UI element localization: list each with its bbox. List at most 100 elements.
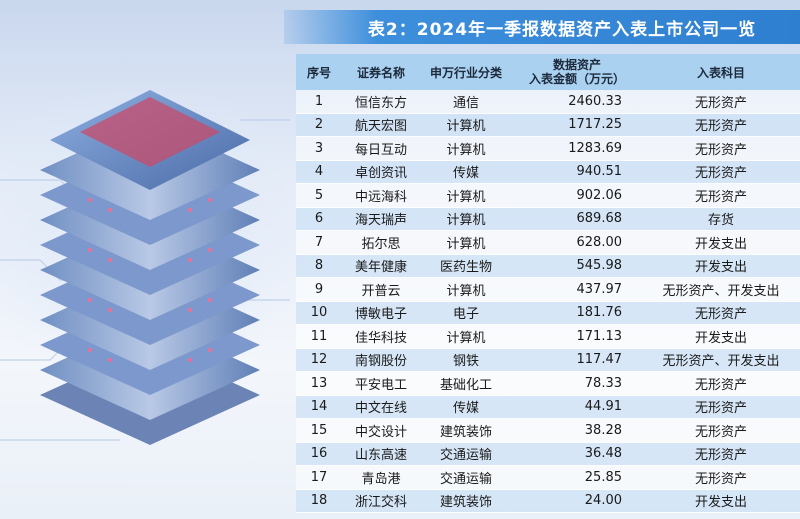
table-row: 6 海天瑞声 计算机 689.68 存货 [296,207,800,231]
cell-amount: 545.98 [576,258,623,274]
cell-subject: 开发支出 [694,236,747,252]
cell-subject: 无形资产 [694,166,747,182]
cell-seq: 15 [310,422,328,438]
cell-name: 开普云 [361,283,401,299]
cell-seq: 9 [314,281,324,297]
cell-industry: 计算机 [446,236,486,252]
cell-industry: 交通运输 [439,448,492,464]
table-row: 12 南钢股份 钢铁 117.47 无形资产、开发支出 [296,348,800,372]
cell-seq: 11 [310,328,328,344]
cell-name: 拓尔思 [361,236,401,252]
table-row: 1 恒信东方 通信 2460.33 无形资产 [296,90,800,114]
cell-seq: 8 [314,258,324,274]
cell-industry: 电子 [452,307,479,323]
cell-name: 中远海科 [354,189,407,205]
cell-seq: 4 [314,164,324,180]
cell-name: 博敏电子 [354,307,407,323]
cell-name: 每日互动 [354,142,407,158]
title-band: 表2：2024年一季报数据资产入表上市公司一览 [284,10,800,44]
cell-amount: 1717.25 [568,117,622,133]
cell-subject: 无形资产 [694,471,747,487]
cell-amount: 25.85 [584,469,622,485]
cell-name: 中文在线 [354,401,407,417]
table-row: 15 中交设计 建筑装饰 38.28 无形资产 [296,419,800,443]
cell-subject: 开发支出 [694,330,747,346]
cell-subject: 无形资产 [694,401,747,417]
cell-name: 恒信东方 [354,95,407,111]
cell-seq: 12 [310,352,328,368]
cell-subject: 存货 [707,213,734,229]
cell-industry: 建筑装饰 [439,495,492,511]
cell-subject: 无形资产 [694,424,747,440]
header-amount: 数据资产 入表金额（万元） [512,58,642,86]
cell-name: 青岛港 [361,471,401,487]
table-row: 9 开普云 计算机 437.97 无形资产、开发支出 [296,278,800,302]
cell-subject: 开发支出 [694,495,747,511]
cell-name: 卓创资讯 [354,166,407,182]
cell-amount: 36.48 [584,446,622,462]
cell-amount: 171.13 [576,328,623,344]
cell-name: 山东高速 [354,448,407,464]
cell-seq: 17 [310,469,328,485]
cell-subject: 无形资产 [694,307,747,323]
data-table: 序号 证券名称 申万行业分类 数据资产 入表金额（万元） 入表科目 1 恒信东方 通… [296,54,800,513]
cell-industry: 计算机 [446,189,486,205]
table-row: 4 卓创资讯 传媒 940.51 无形资产 [296,160,800,184]
cell-subject: 无形资产 [694,95,747,111]
cell-subject: 无形资产 [694,119,747,135]
cell-amount: 1283.69 [568,140,622,156]
cell-name: 海天瑞声 [354,213,407,229]
table-body: 1 恒信东方 通信 2460.33 无形资产 2 航天宏图计算机 1717.25 无形资产 3 每日… [296,90,800,513]
table-row: 18 浙江交科 建筑装饰 24.00 开发支出 [296,489,800,513]
cell-seq: 16 [310,446,328,462]
cell-industry: 建筑装饰 [439,424,492,440]
cell-amount: 689.68 [576,211,623,227]
cell-seq: 14 [310,399,328,415]
cell-industry: 计算机 [446,213,486,229]
cell-industry: 计算机 [446,142,486,158]
cell-amount: 902.06 [576,187,623,203]
cell-amount: 181.76 [576,305,623,321]
cell-subject: 无形资产、开发支出 [662,283,780,299]
table-row: 13 平安电工 基础化工 78.33 无形资产 [296,372,800,396]
cell-industry: 交通运输 [439,471,492,487]
header-amount-line2: 入表金额（万元） [528,72,625,86]
cell-industry: 钢铁 [452,354,479,370]
header-amount-line1: 数据资产 [552,58,601,72]
cell-subject: 开发支出 [694,260,747,276]
cell-amount: 940.51 [576,164,623,180]
cell-seq: 2 [314,117,324,133]
table-row: 8 美年健康 医药生物 545.98 开发支出 [296,254,800,278]
table-row: 2 航天宏图 计算机 1717.25 无形资产 [296,113,800,137]
cell-amount: 2460.33 [568,93,622,109]
cell-amount: 78.33 [584,375,622,391]
cell-name: 浙江交科 [354,495,407,511]
cell-subject: 无形资产、开发支出 [662,354,780,370]
cell-seq: 6 [314,211,324,227]
table-row: 7 拓尔思 计算机 628.00 开发支出 [296,231,800,255]
header-subject: 入表科目 [696,65,745,80]
cell-industry: 通信 [452,95,479,111]
cell-subject: 无形资产 [694,189,747,205]
cell-seq: 18 [310,493,328,509]
table-row: 16 山东高速 交通运输 36.48 无形资产 [296,442,800,466]
cell-seq: 1 [314,93,324,109]
header-seq: 序号 [306,65,331,80]
cell-name: 航天宏图 [354,119,407,135]
cell-amount: 628.00 [576,234,623,250]
cell-subject: 无形资产 [694,377,747,393]
table-row: 11 佳华科技 计算机 171.13 开发支出 [296,325,800,349]
table-row: 5 中远海科 计算机 902.06 无形资产 [296,184,800,208]
cell-industry: 传媒 [452,166,479,182]
cell-seq: 10 [310,305,328,321]
header-name: 证券名称 [356,65,405,80]
page-title: 表2：2024年一季报数据资产入表上市公司一览 [367,19,757,40]
cell-name: 平安电工 [354,377,407,393]
cell-industry: 医药生物 [439,260,492,276]
cell-industry: 基础化工 [439,377,492,393]
cell-amount: 38.28 [584,422,622,438]
cell-industry: 传媒 [452,401,479,417]
cell-seq: 3 [314,140,324,156]
cell-subject: 无形资产 [694,448,747,464]
